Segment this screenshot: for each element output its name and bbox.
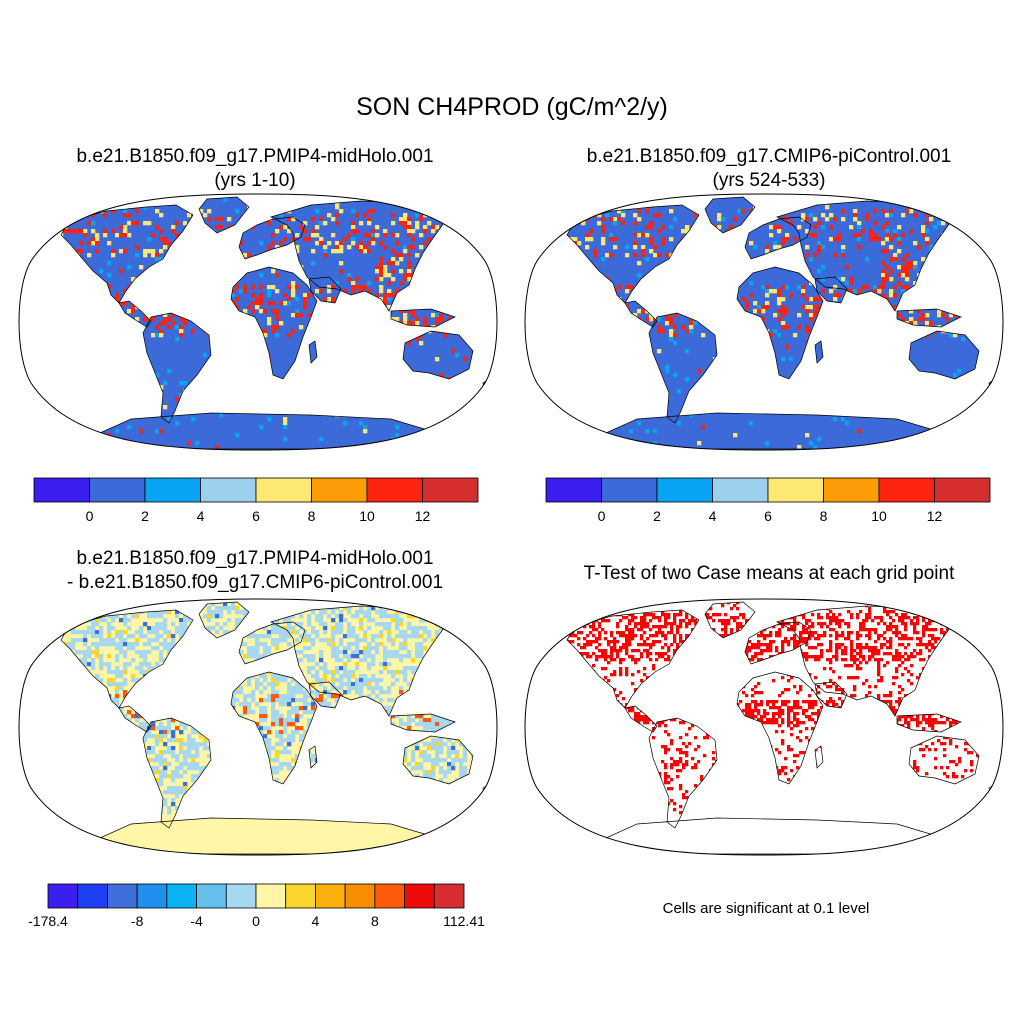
colorbar-top-left-labels: 0 2 4 6 8 10 12 [34,508,478,528]
colorbar-box [767,477,824,503]
colorbar-box [89,477,146,503]
panel-title-bottom-left-line2: - b.e21.B1850.f09_g17.CMIP6-piControl.00… [66,572,444,593]
map-panel-top-left [18,193,498,451]
colorbar-tick-label: 8 [370,913,379,929]
map-outline [524,193,1004,451]
colorbar-box [255,477,312,503]
colorbar-tick-label: -4 [190,913,203,929]
map-panel-bottom-left [18,598,498,856]
colorbar-box [255,883,287,909]
colorbar-box [77,883,108,909]
colorbar-box [144,477,201,503]
land-antarctica [597,413,957,449]
colorbar-box [315,883,346,909]
land-greenland [705,197,755,233]
land-africa [737,672,823,784]
land-antarctica [91,818,451,854]
land-australia [909,331,979,379]
colorbar-box [107,883,138,909]
colorbar-box [225,883,257,909]
colorbar-tick-label: -8 [130,913,144,929]
main-title: SON CH4PROD (gC/m^2/y) [356,93,668,121]
colorbar-tick-label: 4 [311,913,320,929]
colorbar-tick-label: 10 [871,508,887,524]
colorbar-box [934,477,991,503]
colorbar-tick-label: 8 [819,508,828,524]
colorbar-tick-label: 4 [196,508,205,524]
map-outline [18,193,498,451]
colorbar-tick-label: 0 [597,508,606,524]
colorbar-tick-label: 4 [708,508,717,524]
colorbar-box [712,477,769,503]
colorbar-tick-label: 112.41 [443,913,485,929]
colorbar-tick-label: 6 [252,508,260,524]
panel-title-bottom-left: b.e21.B1850.f09_g17.PMIP4-midHolo.001 - … [5,547,505,595]
map-panel-top-right [524,193,1004,451]
significance-note: Cells are significant at 0.1 level [662,900,870,917]
colorbar-box [166,883,197,909]
map-outline [524,598,1004,856]
colorbar-box [404,883,435,909]
colorbar-box [656,477,713,503]
land-south-america [143,313,211,423]
panel-title-top-right-line1: b.e21.B1850.f09_g17.CMIP6-piControl.001 [586,146,952,167]
colorbar-top-right-labels: 0 2 4 6 8 10 12 [546,508,990,528]
colorbar-difference-labels: -178.4 -8 -4 0 4 8 112.41 [28,913,485,933]
colorbar-box [878,477,935,503]
map-panel-bottom-right [524,598,1004,856]
colorbar-box [374,883,405,909]
colorbar-box [601,477,658,503]
land-antarctica [597,818,957,854]
panel-title-bottom-right-line1: T-Test of two Case means at each grid po… [583,563,955,584]
panel-title-top-left: b.e21.B1850.f09_g17.PMIP4-midHolo.001 (y… [5,145,505,193]
map-outline [18,598,498,856]
colorbar-box [285,883,316,909]
colorbar-box [311,477,368,503]
colorbar-box [200,477,257,503]
land-arabia [309,277,341,303]
colorbar-tick-label: 0 [85,508,94,524]
colorbar-tick-label: 12 [414,508,431,524]
colorbar-box [196,883,227,909]
panel-title-top-right: b.e21.B1850.f09_g17.CMIP6-piControl.001 … [519,145,1019,193]
land-greenland [199,197,249,233]
colorbar-box [545,477,602,503]
colorbar-tick-label: -178.4 [28,913,68,929]
colorbar-box [366,477,423,503]
colorbar-tick-label: 10 [359,508,375,524]
colorbar-box [823,477,880,503]
panel-title-top-left-line2: (yrs 1-10) [214,170,296,191]
panel-title-top-left-line1: b.e21.B1850.f09_g17.PMIP4-midHolo.001 [76,146,434,167]
colorbar-box [47,883,79,909]
colorbar-tick-label: 0 [252,913,260,929]
panel-title-bottom-right: T-Test of two Case means at each grid po… [519,562,1019,586]
land-south-america [649,313,717,423]
colorbar-tick-label: 6 [764,508,772,524]
colorbar-box [33,477,90,503]
land-madagascar [815,341,823,363]
colorbar-tick-label: 2 [653,508,661,524]
panel-title-top-right-line2: (yrs 524-533) [712,170,826,191]
panel-title-bottom-left-line1: b.e21.B1850.f09_g17.PMIP4-midHolo.001 [76,548,434,569]
colorbar-box [433,883,465,909]
colorbar-tick-label: 12 [926,508,943,524]
colorbar-tick-label: 8 [307,508,316,524]
colorbar-tick-label: 2 [141,508,149,524]
colorbar-box [344,883,376,909]
colorbar-difference [47,883,465,909]
colorbar-top-right [545,477,991,503]
colorbar-box [136,883,168,909]
colorbar-top-left [33,477,479,503]
colorbar-box [422,477,479,503]
land-madagascar [815,746,823,768]
